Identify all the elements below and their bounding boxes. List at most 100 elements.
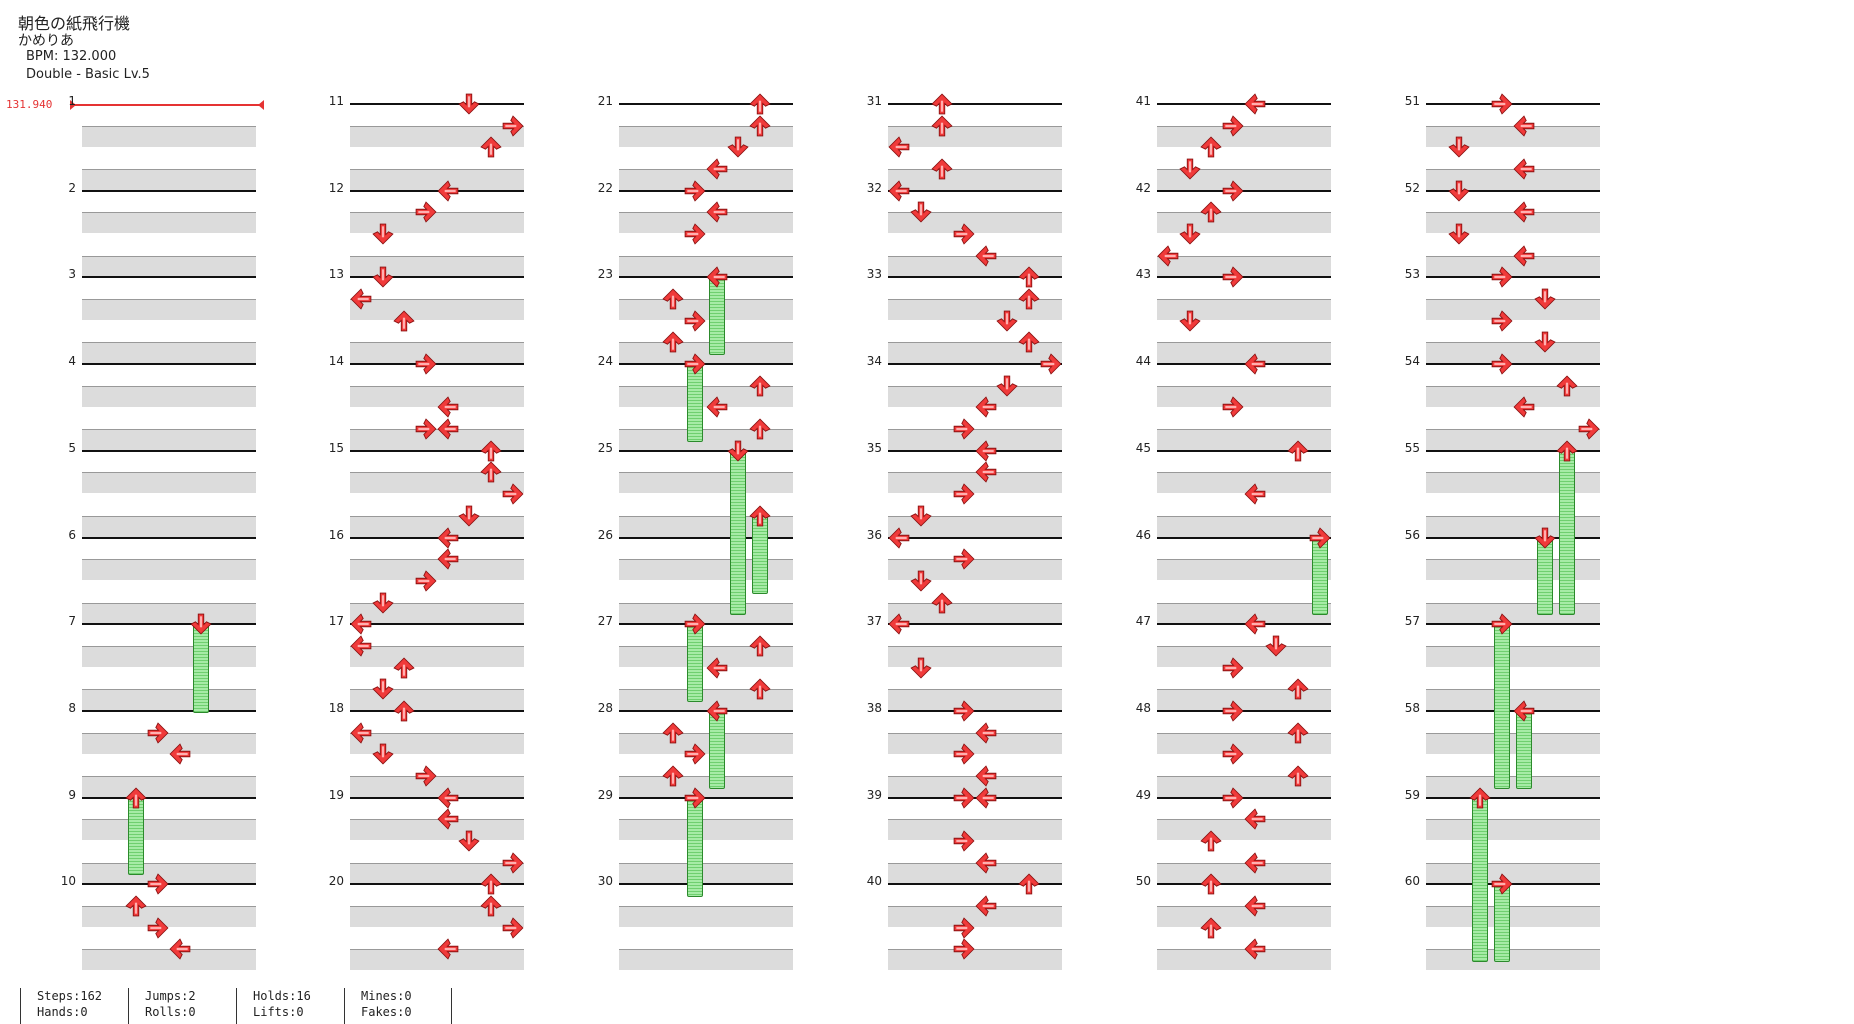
arrow-left-icon <box>437 938 459 960</box>
measure-number: 54 <box>1404 354 1420 369</box>
bpm-change-line <box>70 100 264 110</box>
stat-fakes: Fakes:0 <box>361 1005 412 1019</box>
beat-band <box>350 645 524 667</box>
measure-number: 43 <box>1135 267 1151 282</box>
hold-body <box>730 450 747 616</box>
beat-band <box>82 255 256 277</box>
arrow-up-icon <box>1200 917 1222 939</box>
measure-number: 39 <box>866 787 882 802</box>
arrow-right-icon <box>1491 266 1513 289</box>
beat-band <box>1157 862 1331 884</box>
arrow-down-icon <box>1534 288 1556 310</box>
measure-number: 35 <box>866 440 882 455</box>
arrow-right-icon <box>415 353 437 375</box>
arrow-right-icon <box>1578 418 1600 440</box>
measure-line <box>619 103 793 105</box>
measure-line <box>888 449 1062 452</box>
measure-column-4: 31 32 33 34 35 36 37 38 39 40 <box>867 93 1062 972</box>
beat-band <box>1426 689 1600 711</box>
measure-line <box>82 796 256 799</box>
arrow-up-icon <box>749 115 771 137</box>
arrow-right-icon <box>953 223 975 245</box>
measure-column-3: 21 22 23 24 25 26 27 28 29 30 <box>598 93 793 972</box>
arrow-left-icon <box>437 418 459 440</box>
beat-band <box>82 602 256 624</box>
beat-band <box>350 775 524 797</box>
arrow-up-icon <box>1200 136 1222 158</box>
measure-number: 37 <box>866 614 882 629</box>
arrow-left-icon <box>975 245 997 267</box>
arrow-left-icon <box>1513 245 1535 267</box>
arrow-left-icon <box>706 700 728 722</box>
stat-steps-hands: Steps:162 Hands:0 <box>20 988 127 1024</box>
measure-line <box>619 883 793 886</box>
beat-band <box>619 819 793 841</box>
measure-line <box>1426 276 1600 279</box>
arrow-right-icon <box>415 418 437 440</box>
arrow-up-icon <box>1287 765 1309 787</box>
measure-line <box>82 709 256 712</box>
beat-band <box>82 212 256 234</box>
beat-band <box>888 949 1062 971</box>
measure-number: 32 <box>866 180 882 195</box>
arrow-up-icon <box>1018 288 1040 310</box>
stat-jumps: Jumps:2 <box>145 989 196 1003</box>
stat-mines-fakes: Mines:0 Fakes:0 <box>344 988 452 1024</box>
arrow-right-icon <box>1491 613 1513 635</box>
arrow-left-icon <box>437 180 459 202</box>
arrow-right-icon <box>147 721 169 744</box>
measure-number: 10 <box>60 874 76 889</box>
arrow-left-icon <box>1244 851 1266 874</box>
measure-number: 53 <box>1404 267 1420 282</box>
beat-band <box>888 775 1062 797</box>
measure-number: 59 <box>1404 787 1420 802</box>
arrow-right-icon <box>415 765 437 787</box>
beat-band <box>619 299 793 321</box>
arrow-down-icon <box>190 613 212 635</box>
beat-band <box>888 862 1062 884</box>
bpm-label: BPM: 132.000 <box>26 49 117 64</box>
measure-line <box>1426 363 1600 366</box>
arrow-right-icon <box>502 851 524 874</box>
arrow-right-icon <box>502 916 524 939</box>
measure-line <box>1157 449 1331 452</box>
arrow-up-icon <box>480 895 502 917</box>
arrow-up-icon <box>125 895 147 917</box>
beat-band <box>619 429 793 451</box>
measure-line <box>619 709 793 712</box>
arrow-left-icon <box>1513 396 1535 419</box>
arrow-right-icon <box>684 613 706 635</box>
hold-body <box>1311 537 1328 616</box>
arrow-left-icon <box>706 158 728 180</box>
beat-band <box>82 862 256 884</box>
beat-band <box>888 429 1062 451</box>
measure-number: 15 <box>328 440 344 455</box>
measure-line <box>619 623 793 626</box>
measure-number: 47 <box>1135 614 1151 629</box>
measure-line <box>888 709 1062 712</box>
measure-line <box>888 103 1062 105</box>
arrow-down-icon <box>909 657 932 679</box>
measure-number: 33 <box>866 267 882 282</box>
bpm-change-marker: 131.940 <box>6 98 53 111</box>
arrow-down-icon <box>1447 136 1470 158</box>
measure-line <box>82 363 256 366</box>
beat-band <box>1426 862 1600 884</box>
arrow-up-icon <box>1018 873 1040 895</box>
measure-line <box>350 623 524 626</box>
measure-line <box>82 449 256 452</box>
arrow-up-icon <box>1287 440 1309 462</box>
measure-line <box>619 536 793 539</box>
measure-number: 1 <box>68 94 76 108</box>
beat-band <box>888 472 1062 494</box>
arrow-left-icon <box>1244 895 1266 917</box>
arrow-up-icon <box>1200 830 1222 852</box>
arrow-down-icon <box>1178 310 1201 332</box>
measure-number: 50 <box>1135 874 1151 889</box>
song-artist: かめりあ <box>18 33 74 49</box>
measure-column-6: 51 52 53 54 55 56 57 58 59 60 <box>1405 93 1600 972</box>
beat-band <box>888 602 1062 624</box>
arrow-up-icon <box>1200 873 1222 895</box>
measure-number: 3 <box>68 267 76 282</box>
measure-number: 16 <box>328 527 344 542</box>
